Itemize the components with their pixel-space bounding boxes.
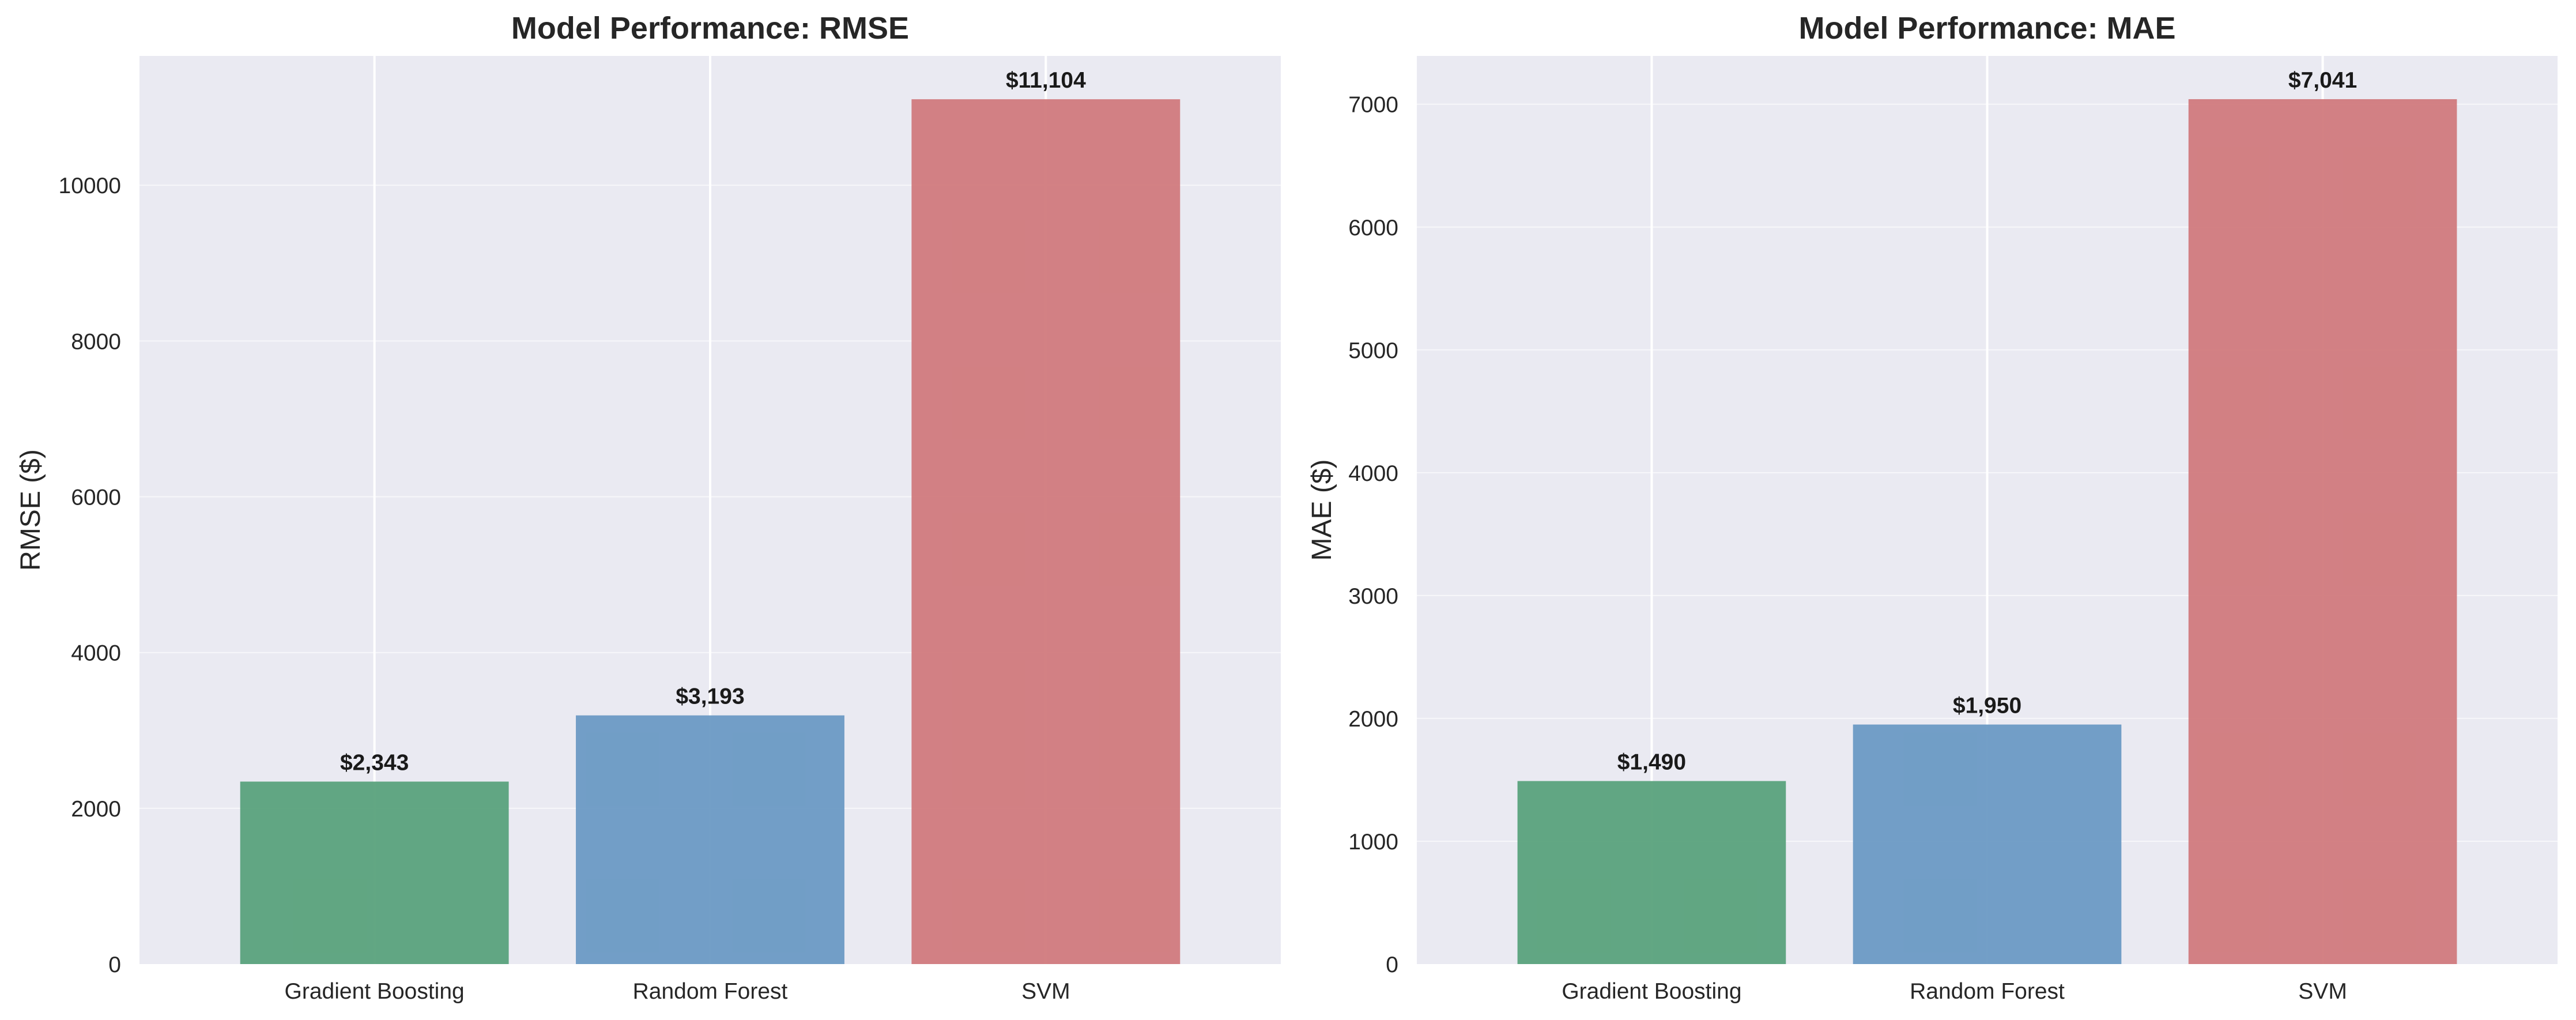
chart2-ytick-label: 7000 (1348, 93, 1398, 118)
chart1-title: Model Performance: RMSE (511, 11, 909, 46)
chart1-bar-random-forest (576, 715, 844, 964)
chart2-data-label: $7,041 (2288, 68, 2357, 93)
chart1-ytick-label: 4000 (71, 641, 121, 666)
chart2-xtick-label: Gradient Boosting (1562, 979, 1741, 1004)
chart2-title: Model Performance: MAE (1798, 11, 2175, 46)
chart2-y-axis-label: MAE ($) (1307, 459, 1337, 560)
chart2-ytick-label: 5000 (1348, 338, 1398, 363)
chart2-bar-random-forest (1853, 724, 2122, 964)
chart2-data-label: $1,490 (1617, 750, 1686, 775)
chart2-ytick-label: 1000 (1348, 830, 1398, 855)
chart1-bar-svm (911, 99, 1180, 965)
chart2-bar-svm (2188, 99, 2457, 964)
chart2-xtick-label: SVM (2298, 979, 2347, 1004)
chart1-bar-gradient-boosting (240, 781, 509, 964)
chart1-ytick-label: 0 (108, 953, 121, 977)
chart1-ytick-label: 6000 (71, 485, 121, 510)
chart2-ytick-label: 6000 (1348, 216, 1398, 240)
chart1-ytick-label: 10000 (59, 174, 121, 198)
chart2-ytick-label: 2000 (1348, 707, 1398, 732)
chart1-xtick-label: SVM (1021, 979, 1070, 1004)
chart2-bar-gradient-boosting (1517, 781, 1786, 964)
chart2-data-label: $1,950 (1953, 694, 2021, 718)
chart2-xtick-label: Random Forest (1910, 979, 2065, 1004)
chart2-ytick-label: 0 (1386, 953, 1398, 977)
chart1-y-axis-label: RMSE ($) (16, 449, 46, 571)
chart2-ytick-label: 4000 (1348, 461, 1398, 486)
chart1-data-label: $11,104 (1006, 68, 1086, 93)
chart1-ytick-label: 8000 (71, 329, 121, 354)
chart1-data-label: $3,193 (676, 684, 744, 709)
chart1-ytick-label: 2000 (71, 797, 121, 822)
chart1-data-label: $2,343 (340, 751, 409, 776)
chart1-xtick-label: Random Forest (633, 979, 788, 1004)
chart1-xtick-label: Gradient Boosting (285, 979, 465, 1004)
chart2-ytick-label: 3000 (1348, 584, 1398, 609)
